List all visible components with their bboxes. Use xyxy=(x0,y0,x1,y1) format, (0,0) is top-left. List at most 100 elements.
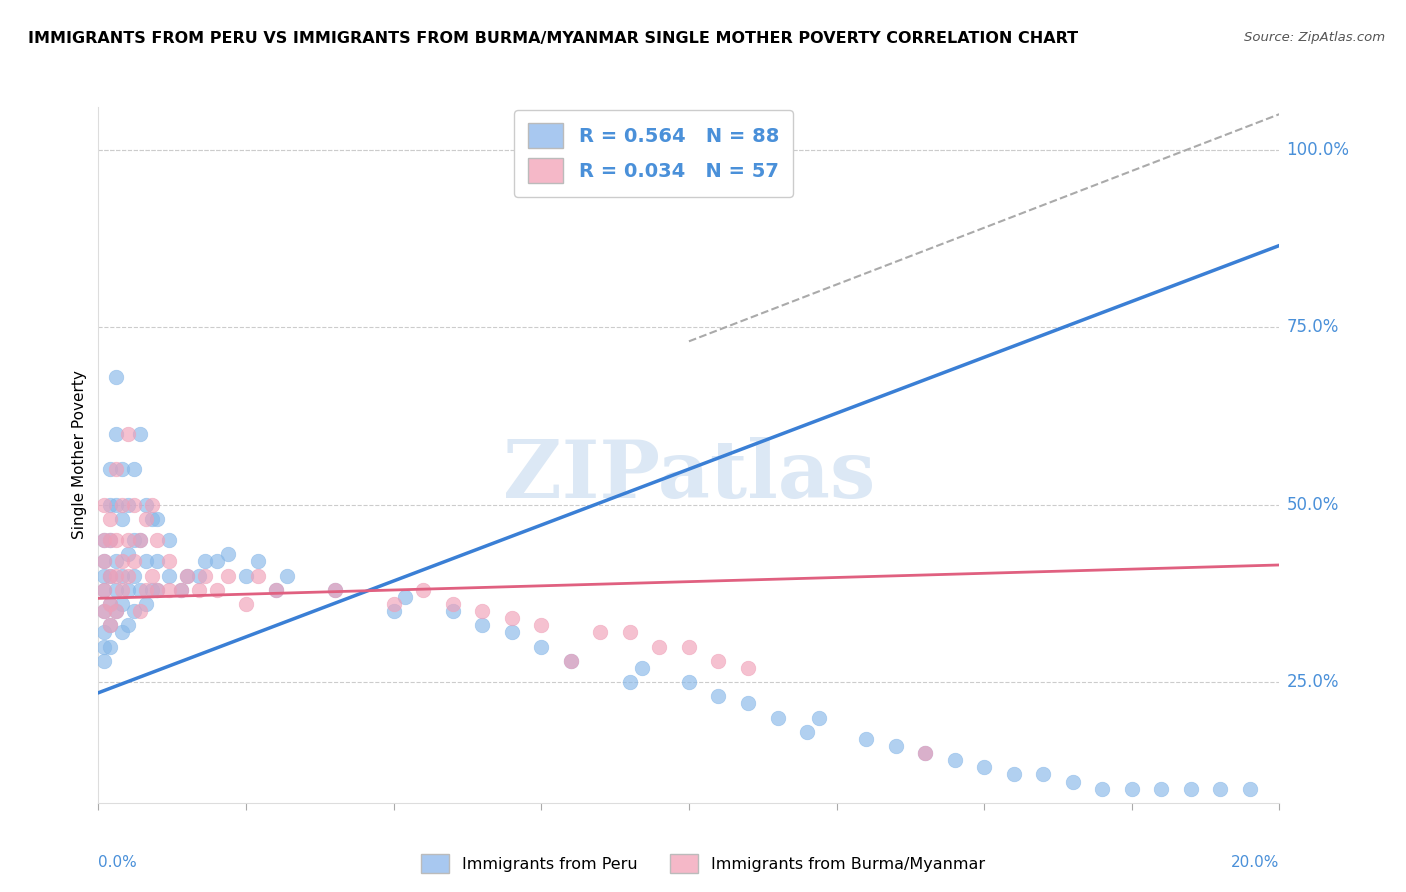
Point xyxy=(246,568,269,582)
Point xyxy=(501,611,523,625)
Point xyxy=(98,597,121,611)
Point xyxy=(1032,767,1054,781)
Point xyxy=(117,618,139,632)
Point xyxy=(146,512,169,526)
Text: 20.0%: 20.0% xyxy=(1232,855,1279,870)
Point xyxy=(176,568,198,582)
Point xyxy=(117,426,139,441)
Point xyxy=(412,582,434,597)
Text: 0.0%: 0.0% xyxy=(98,855,138,870)
Point xyxy=(105,568,128,582)
Point xyxy=(217,547,239,561)
Point xyxy=(135,512,157,526)
Point xyxy=(128,533,150,548)
Point xyxy=(323,582,346,597)
Point xyxy=(589,625,612,640)
Point xyxy=(122,462,145,476)
Point xyxy=(766,710,789,724)
Point xyxy=(111,554,134,568)
Point xyxy=(157,554,180,568)
Point xyxy=(98,618,121,632)
Point xyxy=(187,582,209,597)
Point xyxy=(111,582,134,597)
Point xyxy=(1121,781,1143,796)
Point xyxy=(276,568,298,582)
Point xyxy=(105,554,128,568)
Point xyxy=(619,675,641,690)
Point xyxy=(1209,781,1232,796)
Point xyxy=(914,746,936,760)
Point xyxy=(93,554,115,568)
Point xyxy=(98,640,121,654)
Point xyxy=(382,604,405,618)
Point xyxy=(170,582,193,597)
Point xyxy=(135,554,157,568)
Legend: R = 0.564   N = 88, R = 0.034   N = 57: R = 0.564 N = 88, R = 0.034 N = 57 xyxy=(515,110,793,197)
Point xyxy=(141,582,163,597)
Point xyxy=(105,369,128,384)
Point xyxy=(441,597,464,611)
Point xyxy=(93,582,115,597)
Point xyxy=(93,625,115,640)
Point xyxy=(111,462,134,476)
Point xyxy=(128,426,150,441)
Point xyxy=(707,654,730,668)
Text: 25.0%: 25.0% xyxy=(1286,673,1339,691)
Point xyxy=(93,654,115,668)
Point xyxy=(471,618,494,632)
Point xyxy=(98,533,121,548)
Point xyxy=(135,597,157,611)
Legend: Immigrants from Peru, Immigrants from Burma/Myanmar: Immigrants from Peru, Immigrants from Bu… xyxy=(415,847,991,880)
Point xyxy=(678,675,700,690)
Point xyxy=(943,753,966,767)
Point xyxy=(884,739,907,753)
Point xyxy=(93,604,115,618)
Point xyxy=(111,568,134,582)
Point xyxy=(170,582,193,597)
Point xyxy=(117,547,139,561)
Point xyxy=(737,661,759,675)
Point xyxy=(122,604,145,618)
Point xyxy=(176,568,198,582)
Point xyxy=(1239,781,1261,796)
Point xyxy=(93,640,115,654)
Point xyxy=(630,661,652,675)
Point xyxy=(530,618,553,632)
Point xyxy=(323,582,346,597)
Point xyxy=(648,640,671,654)
Point xyxy=(98,568,121,582)
Point xyxy=(117,582,139,597)
Point xyxy=(98,568,121,582)
Point xyxy=(501,625,523,640)
Point xyxy=(105,604,128,618)
Point xyxy=(141,498,163,512)
Point xyxy=(157,582,180,597)
Point xyxy=(973,760,995,774)
Point xyxy=(146,582,169,597)
Point xyxy=(128,533,150,548)
Point xyxy=(1062,774,1084,789)
Text: IMMIGRANTS FROM PERU VS IMMIGRANTS FROM BURMA/MYANMAR SINGLE MOTHER POVERTY CORR: IMMIGRANTS FROM PERU VS IMMIGRANTS FROM … xyxy=(28,31,1078,46)
Point xyxy=(914,746,936,760)
Point xyxy=(194,554,217,568)
Point xyxy=(235,597,257,611)
Point xyxy=(93,554,115,568)
Text: 75.0%: 75.0% xyxy=(1286,318,1339,336)
Point xyxy=(135,582,157,597)
Point xyxy=(105,498,128,512)
Point xyxy=(105,462,128,476)
Point xyxy=(98,533,121,548)
Point xyxy=(117,533,139,548)
Text: Source: ZipAtlas.com: Source: ZipAtlas.com xyxy=(1244,31,1385,45)
Point xyxy=(1002,767,1025,781)
Point xyxy=(105,533,128,548)
Point xyxy=(194,568,217,582)
Point xyxy=(122,568,145,582)
Point xyxy=(146,582,169,597)
Point xyxy=(205,554,228,568)
Text: ZIPatlas: ZIPatlas xyxy=(503,437,875,515)
Point xyxy=(187,568,209,582)
Point xyxy=(560,654,582,668)
Point xyxy=(394,590,416,604)
Point xyxy=(141,512,163,526)
